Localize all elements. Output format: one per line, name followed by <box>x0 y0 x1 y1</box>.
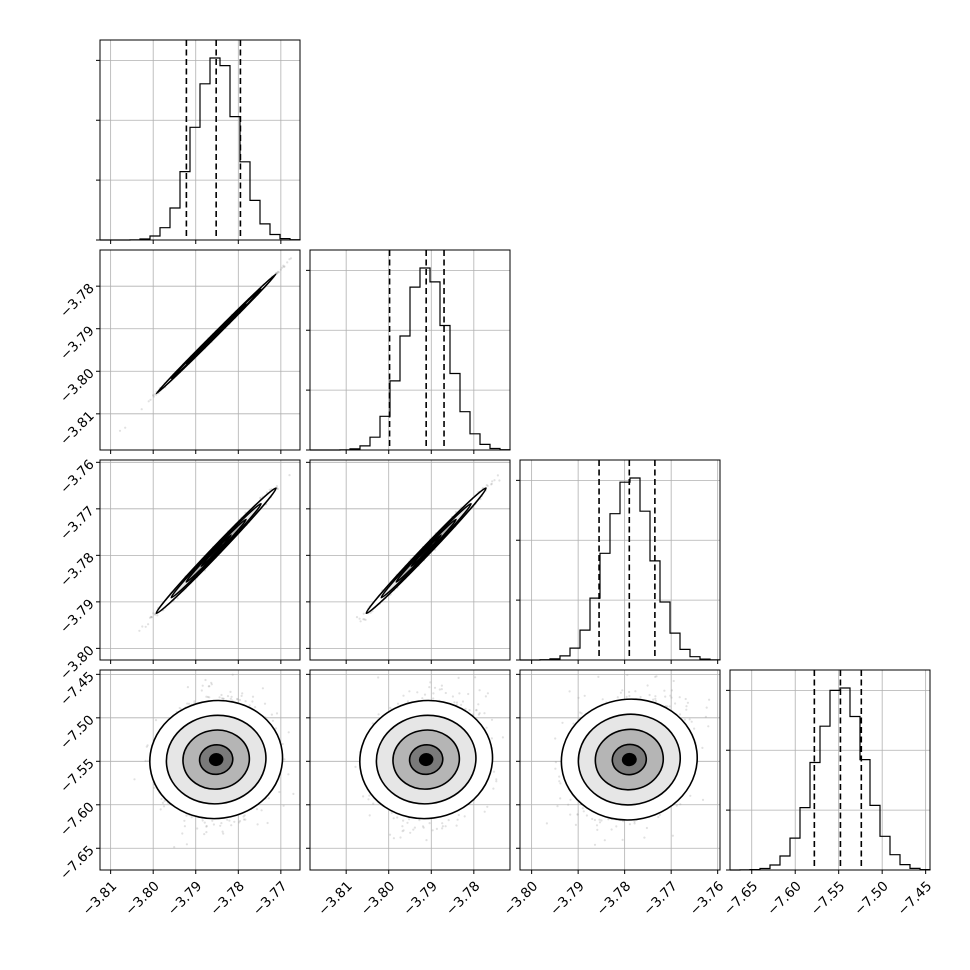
sample-point <box>259 496 262 499</box>
y-tick-label: −3.79 <box>57 596 98 637</box>
sample-point <box>149 398 152 401</box>
histogram-step-1 <box>310 267 511 451</box>
sample-point <box>149 615 152 619</box>
sample-point <box>281 266 284 269</box>
sample-point <box>152 394 155 397</box>
sample-point <box>150 616 153 619</box>
sample-point <box>118 429 122 432</box>
sample-point <box>283 265 286 268</box>
sample-point <box>276 270 279 273</box>
histogram-step-3 <box>730 687 931 871</box>
y-tick-label: −3.78 <box>57 550 98 591</box>
sample-point <box>154 393 157 396</box>
y-tick-label: −3.81 <box>57 408 98 449</box>
panel-frame <box>99 39 301 241</box>
sample-point <box>147 400 150 403</box>
density-peak <box>209 327 223 341</box>
sample-point <box>362 612 365 615</box>
sample-point <box>288 258 291 261</box>
hist-panel-0 <box>96 39 301 244</box>
sample-point <box>155 393 158 396</box>
y-tick-label: −3.77 <box>57 503 98 544</box>
panel-frame <box>99 249 301 451</box>
sample-point <box>152 612 155 615</box>
sample-point <box>153 613 157 616</box>
sample-point <box>289 257 293 260</box>
panel-frame <box>729 669 931 871</box>
panel-frame <box>99 459 301 661</box>
sample-point <box>140 408 143 411</box>
sample-point <box>286 261 289 264</box>
sample-point <box>288 474 291 477</box>
sample-point <box>138 629 141 632</box>
sample-point <box>282 264 285 267</box>
sample-point <box>490 482 493 485</box>
sample-point <box>152 394 155 397</box>
sample-point <box>496 474 499 477</box>
panel-content <box>355 474 501 623</box>
sample-point <box>282 265 285 268</box>
sample-point <box>276 271 279 274</box>
panel-frame <box>309 249 511 451</box>
sample-point <box>124 426 127 429</box>
scatter-panel-2-0: −3.80−3.79−3.78−3.77−3.76 <box>57 457 304 683</box>
panel-content <box>138 462 304 632</box>
scatter-panel-2-1 <box>306 459 511 664</box>
sample-point <box>358 617 361 620</box>
sample-point <box>302 462 304 464</box>
y-tick-label: −3.80 <box>57 366 98 407</box>
sample-point <box>362 618 365 621</box>
sample-point <box>275 485 278 488</box>
panel-content <box>118 257 293 432</box>
histogram-step-2 <box>520 477 721 661</box>
sample-point <box>268 488 271 491</box>
sample-point <box>276 487 279 491</box>
hist-panel-2 <box>516 459 721 664</box>
sample-point <box>491 480 494 483</box>
sample-point <box>152 395 155 398</box>
hist-panel-3 <box>726 669 931 874</box>
panel-frame <box>519 459 721 661</box>
sample-point <box>355 616 359 619</box>
sample-point <box>277 271 280 274</box>
sample-point <box>359 620 362 623</box>
sample-point <box>176 597 179 600</box>
sample-point <box>156 614 159 617</box>
sample-point <box>150 616 153 619</box>
sample-point <box>147 623 150 626</box>
scatter-panel-1-0: −3.81−3.80−3.79−3.78 <box>57 249 301 454</box>
sample-point <box>141 625 144 628</box>
sample-point <box>486 484 489 487</box>
hist-panel-1 <box>306 249 511 454</box>
sample-point <box>148 616 152 619</box>
sample-point <box>144 625 147 628</box>
density-peak <box>209 543 223 558</box>
y-tick-label: −3.79 <box>57 323 98 364</box>
sample-point <box>279 268 282 271</box>
histogram-step-0 <box>100 57 301 241</box>
sample-point <box>498 479 501 482</box>
y-tick-label: −3.76 <box>57 457 98 498</box>
y-tick-label: −3.78 <box>57 281 98 322</box>
